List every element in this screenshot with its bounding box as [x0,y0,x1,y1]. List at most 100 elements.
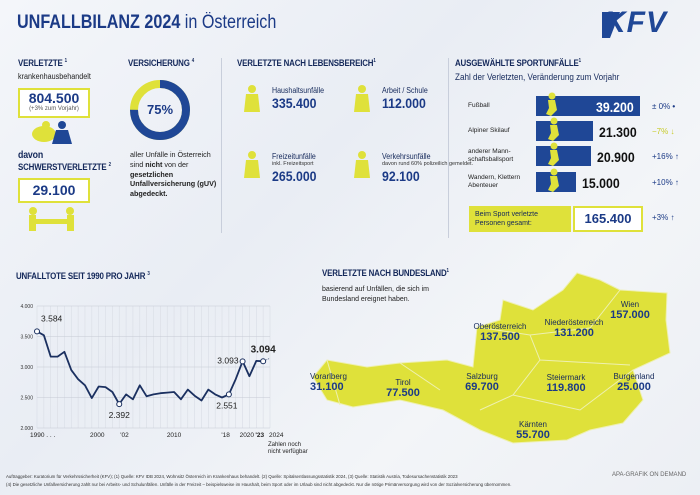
state-value: 25.000 [617,381,651,393]
injured-people-icon [32,121,72,144]
data-point-marker [116,401,123,408]
insurance-donut [130,80,190,140]
data-point-marker [239,358,246,365]
state-name: Steiermark [546,373,586,382]
life-item-value: 335.400 [272,95,317,111]
sports-total-change: +3% ↑ [652,213,674,222]
life-item: Arbeit / Schule 112.000 [382,86,434,111]
life-title: VERLETZTE NACH LEBENSBEREICH1 [237,58,376,68]
teacher-board-icon [354,85,370,112]
title-bold: UNFALLBILANZ 2024 [17,12,181,33]
note-2024-line-2: nicht verfügbar [268,449,308,455]
x-tick-label: 2020 [240,432,255,439]
injured-title: VERLETZTE 1 [18,58,67,68]
state-label: Steiermark 119.800 [531,373,601,394]
insurance-title-text: VERSICHERUNG [128,58,190,68]
injured-change: (+3% zum Vorjahr) [29,106,79,112]
life-item-value: 112.000 [382,95,426,111]
data-point-marker [260,358,267,365]
state-label: Vorarlberg 31.100 [310,372,380,393]
insurance-text-2: von der [164,159,189,169]
insurance-title: VERSICHERUNG 4 [128,58,194,68]
insurance-percent: 75% [146,102,174,117]
life-item-sub: inkl. Freizeitsport [272,161,314,167]
bmx-cyclist-icon [244,151,260,178]
state-value: 157.000 [610,309,650,321]
injured-value: 804.500 [28,90,80,106]
life-item-value: 265.000 [272,167,317,184]
x-tick-label: 2024 [269,432,284,439]
data-point-marker [225,391,232,398]
trend-icon: • [672,102,676,111]
insurance-text: aller Unfälle in Österreich sind nicht v… [130,150,220,199]
state-name: Kärnten [518,420,548,429]
fatalities-line-chart: 2.000 2.500 3.000 3.500 4.000 1990 . . . 2000 '… [20,304,308,455]
ball-player-icon [548,142,559,166]
state-label: Wien 157.000 [595,300,665,321]
life-item-label: Verkehrsunfälle [382,152,431,161]
data-point-label: 3.584 [41,313,63,323]
sports-total-label: Beim Sport verletzte Personen gesamt: [469,206,571,232]
cleaning-person-icon [244,85,260,112]
state-name: Wien [620,300,640,309]
change-text: ± 0% [652,102,671,111]
change-text: +16% [652,152,673,161]
sport-change: −7% ↓ [652,127,674,136]
life-item-label: Freizeitunfälle [272,152,316,161]
states-title: VERLETZTE NACH BUNDESLAND1 [322,268,449,278]
hiker-icon [548,168,559,192]
austria-shape [312,272,671,444]
donut-share [130,80,190,140]
state-name: Vorarlberg [310,372,347,381]
note: 3 [147,271,150,277]
severe-title-text: SCHWERSTVERLETZTE [18,162,107,172]
insurance-text-bold-2: gesetzlichen Unfallversicherung (gUV) ab… [130,169,217,199]
life-title-text: VERLETZTE NACH LEBENSBEREICH [237,58,374,68]
note: 4 [191,58,195,64]
note: 1 [373,58,376,64]
change-text: +3% [652,213,669,222]
state-label: Tirol 77.500 [368,378,438,399]
sport-label: Fußball [468,102,490,109]
page-title: UNFALLBILANZ 2024 in Österreich [17,12,276,34]
severe-title: SCHWERSTVERLETZTE 2 [18,162,111,172]
chart-title-text: UNFALLTOTE SEIT 1990 PRO JAHR [16,271,146,281]
title-rest: in Österreich [184,12,277,33]
state-value: 137.500 [480,331,520,343]
sport-value: 15.000 [582,175,620,191]
trend-icon: ↑ [674,152,679,161]
car-icon [354,151,370,178]
life-item: Freizeitunfälle inkl. Freizeitsport 265.… [272,152,323,184]
x-tick-label: 1990 . . . [30,432,55,439]
football-player-icon [546,92,557,116]
injured-title-text: VERLETZTE [18,58,63,68]
sport-label: Wandern, Klettern Abenteuer [468,174,521,189]
note: 2 [108,162,111,168]
data-point-marker [34,328,40,335]
kfv-logo: KFV [600,6,690,40]
data-point-label: 3.093 [217,355,239,365]
footer-sources: Auftraggeber: Kuratorium für Verkehrssic… [6,474,458,479]
note: 1 [446,268,449,274]
sports-title-text: AUSGEWÄHLTE SPORTUNFÄLLE [455,58,579,68]
austria-map [312,272,671,444]
insurance-text-bold-1: nicht [145,159,163,169]
y-tick-label: 3.500 [20,335,33,341]
state-value: 31.100 [310,381,344,393]
x-tick-label: '02 [120,432,129,439]
note: 1 [64,58,67,64]
sports-title: AUSGEWÄHLTE SPORTUNFÄLLE1 [455,58,581,68]
y-tick-label: 2.000 [20,426,33,432]
change-text: +10% [652,178,673,187]
sports-total-value: 165.400 [573,206,643,232]
life-item-sub: davon rund 60% polizeilich gemeldet. [382,161,474,167]
fatalities-line [36,330,264,405]
severe-value: 29.100 [32,182,76,198]
divider [448,58,449,238]
note: 1 [578,58,581,64]
data-point-label: 2.551 [216,400,238,410]
kfv-logo-mark-icon [602,12,620,38]
injured-box: 804.500 (+3% zum Vorjahr) [18,88,90,118]
state-borders [326,289,634,411]
state-value: 69.700 [465,381,499,393]
